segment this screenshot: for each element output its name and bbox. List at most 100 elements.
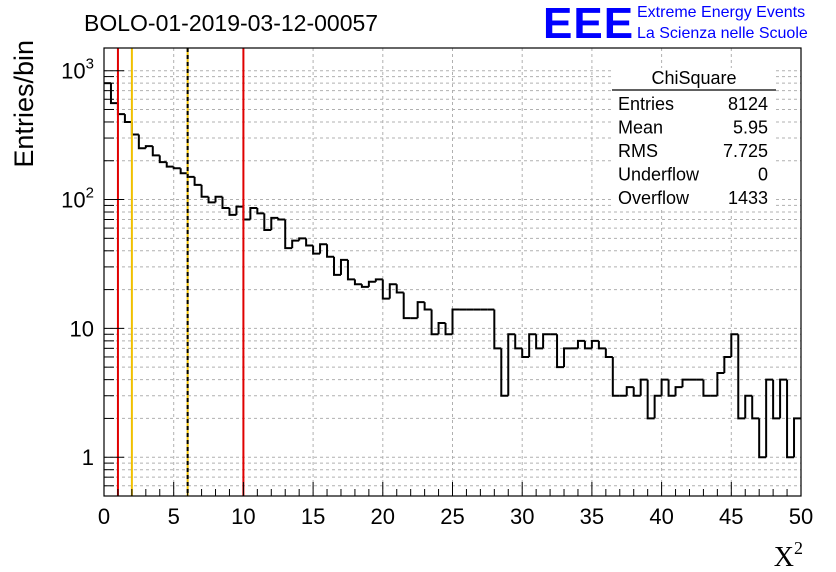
histogram-bin [402, 292, 411, 320]
histogram-bin [632, 387, 641, 397]
histogram-bin [193, 176, 202, 186]
stats-row-label: Entries [618, 94, 674, 114]
histogram-bin [326, 244, 335, 258]
histogram-bin [437, 322, 446, 335]
histogram-bin [144, 145, 153, 149]
y-tick-base: 10 [61, 59, 85, 84]
x-axis-label-superscript: 2 [794, 538, 803, 558]
histogram-bin [242, 206, 251, 221]
histogram-bin [451, 308, 460, 335]
histogram-bin [367, 280, 376, 287]
run-title: BOLO-01-2019-03-12-00057 [84, 10, 379, 36]
histogram-bin [123, 114, 132, 123]
histogram-bin [674, 386, 683, 396]
histogram-bin [493, 309, 502, 350]
histogram-bin [228, 207, 237, 216]
stats-row-label: Mean [618, 118, 663, 138]
histogram-bin [625, 386, 634, 396]
histogram-bin [758, 418, 767, 459]
histogram-bin [716, 372, 725, 396]
eee-logo: EEE [543, 0, 635, 48]
histogram-bin [793, 417, 801, 458]
histogram-bin [388, 283, 397, 299]
histogram-bin [137, 134, 146, 150]
histogram-bin [395, 284, 404, 294]
y-tick-base: 10 [61, 188, 85, 213]
x-tick-label: 5 [168, 504, 180, 529]
histogram-bin [535, 334, 544, 350]
histogram-bin [737, 334, 746, 420]
y-tick-base: 1 [82, 445, 94, 470]
histogram-bin [249, 206, 258, 220]
histogram-bin [744, 394, 753, 419]
histogram-bin [500, 348, 509, 397]
histogram-bin [772, 379, 781, 420]
histogram-bin [214, 195, 223, 203]
stats-row-label: Underflow [618, 165, 700, 185]
histogram-bin [374, 278, 383, 282]
histogram-bin [109, 83, 118, 105]
histogram-bin [200, 184, 209, 198]
x-axis-label-base: X [774, 542, 794, 572]
histogram-bin [430, 309, 439, 336]
histogram-bin [507, 333, 516, 396]
logo-tagline-extreme-energy-events: Extreme Energy Events [637, 4, 806, 21]
histogram-bin [116, 103, 125, 116]
y-tick-label: 103 [61, 56, 94, 84]
histogram-bin [563, 347, 571, 368]
x-tick-label: 25 [440, 504, 464, 529]
histogram-bin [151, 146, 160, 157]
histogram-bin [179, 168, 188, 175]
histogram-bin [353, 279, 362, 286]
x-tick-label: 0 [98, 504, 110, 529]
histogram-bin [611, 356, 620, 397]
histogram-bin [270, 216, 279, 231]
histogram-bin [172, 166, 181, 170]
histogram-bin [653, 394, 662, 419]
histogram-bin [207, 196, 216, 204]
histogram-bin [221, 196, 230, 209]
histogram-bin [646, 379, 655, 420]
histogram-bin [681, 378, 690, 388]
x-tick-label: 45 [719, 504, 743, 529]
x-tick-label: 50 [789, 504, 813, 529]
x-tick-label: 30 [510, 504, 534, 529]
histogram-bin [556, 334, 565, 369]
x-tick-label: 35 [580, 504, 604, 529]
histogram-bin [381, 279, 390, 300]
histogram-bin [576, 339, 585, 349]
histogram-bin [528, 333, 537, 357]
histogram-bin [667, 379, 676, 397]
histogram-bin [256, 207, 265, 215]
histogram-bin [521, 348, 530, 358]
histogram-bin [277, 217, 286, 221]
y-tick-exponent: 2 [86, 185, 94, 202]
histogram-bin [639, 378, 648, 396]
x-tick-label: 40 [649, 504, 673, 529]
y-axis-label: Entries/bin [9, 40, 39, 168]
histogram-bin [339, 258, 348, 275]
histogram-bin [360, 284, 369, 288]
y-tick-label: 102 [61, 185, 94, 213]
histogram-bin [751, 395, 760, 420]
y-tick-label: 10 [70, 316, 94, 341]
histogram-bin [284, 219, 293, 250]
histogram-bin [165, 162, 174, 168]
stats-row-label: Overflow [618, 188, 690, 208]
stats-row-value: 8124 [728, 94, 768, 114]
histogram-bin [660, 378, 669, 396]
histogram-bin [130, 121, 139, 136]
y-tick-base: 10 [70, 316, 94, 341]
stats-box [612, 68, 776, 210]
histogram-bin [590, 339, 599, 349]
histogram-bin [730, 333, 739, 357]
y-tick-label: 1 [82, 445, 94, 470]
stats-row-value: 7.725 [723, 141, 768, 161]
histogram-bin [346, 259, 355, 281]
histogram-bin [319, 243, 328, 254]
stats-row-value: 0 [758, 165, 768, 185]
histogram-bin [235, 205, 244, 215]
stats-row-label: RMS [618, 141, 658, 161]
x-tick-label: 20 [371, 504, 395, 529]
